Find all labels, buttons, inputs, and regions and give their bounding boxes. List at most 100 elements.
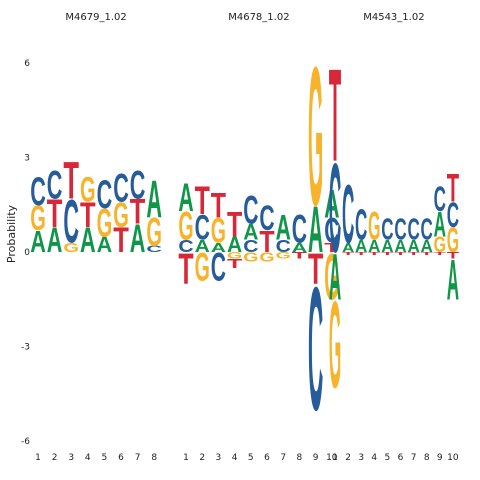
x-tick-label: 2 xyxy=(52,453,58,463)
logo-letter-a: A xyxy=(342,241,354,256)
logo-position: AGC xyxy=(97,172,113,257)
logo-letter-g: G xyxy=(227,251,242,261)
x-tick-label: 2 xyxy=(345,453,351,463)
logo-letter-g: G xyxy=(243,250,258,265)
logo-letter-a: A xyxy=(130,216,146,261)
logo-letter-t: T xyxy=(368,252,380,257)
logo-letter-c: C xyxy=(97,172,113,217)
x-tick-label: 1 xyxy=(183,453,189,463)
logo-letter-t: T xyxy=(130,192,146,232)
logo-letter-a: A xyxy=(355,236,368,256)
y-axis: -6 -3 0 3 6 xyxy=(21,59,30,447)
logo-letter-a: A xyxy=(276,209,291,248)
logo-position: CGA xyxy=(146,169,162,255)
logo-letter-c: C xyxy=(47,162,63,207)
logo-letter-c: C xyxy=(113,166,129,211)
logo-letter-t: T xyxy=(355,252,367,257)
logo-panels: M4679_1.02AGC1ATC2GCT3ATG4AGC5TGC6ATC7CG… xyxy=(30,12,460,463)
x-tick-label: 3 xyxy=(216,453,222,463)
logo-letter-g: G xyxy=(97,201,113,245)
logo-letter-a: A xyxy=(80,222,96,261)
x-tick-label: 4 xyxy=(85,453,91,463)
logo-letter-a: A xyxy=(47,222,63,261)
logo-position: GAC T xyxy=(434,179,446,258)
logo-letter-t: T xyxy=(227,205,243,244)
logo-position: ATG xyxy=(80,171,96,261)
x-tick-label: 9 xyxy=(313,453,319,463)
logo-letter-t: T xyxy=(329,43,341,190)
x-tick-label: 8 xyxy=(151,453,157,463)
logo-letter-a: A xyxy=(195,237,210,257)
logo-letter-t: T xyxy=(227,257,242,272)
x-tick-label: 7 xyxy=(411,453,417,463)
logo-letter-t: T xyxy=(113,220,129,260)
logo-letter-a: A xyxy=(227,233,242,258)
logo-letter-t: T xyxy=(447,251,460,261)
x-tick-label: 6 xyxy=(118,453,124,463)
logo-position: GCT xyxy=(63,150,79,256)
logo-letter-c: C xyxy=(130,162,146,207)
logo-letter-c: C xyxy=(243,237,258,257)
logo-letter-g: G xyxy=(63,240,79,255)
logo-letter-c: C xyxy=(308,251,323,448)
logo-letter-a: A xyxy=(30,224,46,259)
logo-letter-a: A xyxy=(97,232,113,257)
x-tick-label: 1 xyxy=(332,453,338,463)
x-tick-label: 9 xyxy=(437,453,443,463)
logo-letter-c: C xyxy=(259,200,274,239)
logo-letter-a: A xyxy=(394,236,407,256)
logo-letter-a: A xyxy=(407,236,420,256)
logo-letter-t: T xyxy=(434,252,446,257)
x-tick-label: 10 xyxy=(326,453,338,463)
logo-position: ACT xyxy=(292,206,308,260)
logo-panel: M4679_1.02AGC1ATC2GCT3ATG4AGC5TGC6ATC7CG… xyxy=(30,12,162,463)
logo-letter-c: C xyxy=(407,212,419,247)
y-axis-label: Probability xyxy=(5,204,18,263)
logo-position: ATC xyxy=(47,162,63,260)
logo-letter-c: C xyxy=(146,245,162,255)
logo-letter-a: A xyxy=(329,240,341,314)
x-tick-label: 2 xyxy=(199,453,205,463)
x-tick-label: 6 xyxy=(398,453,404,463)
x-tick-label: 5 xyxy=(385,453,391,463)
logo-letter-t: T xyxy=(342,252,354,257)
x-tick-label: 4 xyxy=(371,453,377,463)
logo-letter-t: T xyxy=(407,252,419,257)
logo-letter-t: T xyxy=(324,241,339,256)
x-tick-label: 8 xyxy=(424,453,430,463)
logo-position: CAG xyxy=(276,209,291,261)
logo-position: ACT xyxy=(394,212,407,256)
x-tick-label: 3 xyxy=(358,453,364,463)
logo-letter-t: T xyxy=(195,179,210,223)
y-tick-label: 3 xyxy=(24,154,30,164)
logo-letter-c: C xyxy=(355,201,367,250)
x-tick-label: 5 xyxy=(248,453,254,463)
logo-letter-t: T xyxy=(178,244,193,293)
logo-letter-t: T xyxy=(394,252,406,257)
logo-letter-g: G xyxy=(178,204,193,248)
logo-position: AGC xyxy=(30,169,46,259)
panel-title: M4678_1.02 xyxy=(228,12,289,23)
y-tick-label: 0 xyxy=(24,248,30,258)
logo-letter-c: C xyxy=(381,212,393,247)
panel-title: M4543_1.02 xyxy=(363,12,424,23)
logo-letter-c: C xyxy=(63,187,79,256)
logo-letter-a: A xyxy=(368,236,381,256)
logo-letter-g: G xyxy=(30,199,46,238)
logo-letter-t: T xyxy=(63,150,79,210)
logo-letter-c: C xyxy=(195,209,210,248)
logo-letter-a: A xyxy=(211,240,227,255)
logo-letter-c: C xyxy=(394,212,406,247)
logo-letter-a: A xyxy=(178,175,193,220)
logo-letter-c: C xyxy=(329,138,341,280)
logo-letter-a: A xyxy=(308,194,323,267)
logo-letter-c: C xyxy=(434,179,446,218)
